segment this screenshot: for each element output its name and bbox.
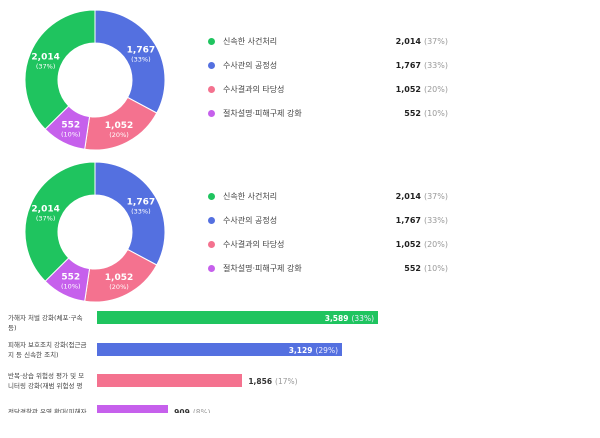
legend-item: 수사관의 공정성 1,767 (33%)	[208, 58, 448, 72]
legend-value: 2,014	[395, 191, 421, 201]
legend-percent: (37%)	[423, 191, 448, 201]
bar[interactable]	[97, 374, 243, 387]
slice-percent-label: (10%)	[61, 131, 81, 139]
slice-percent-label: (20%)	[109, 131, 129, 139]
legend-percent: (20%)	[423, 84, 448, 94]
slice-percent-label: (20%)	[109, 283, 129, 291]
legend-percent: (20%)	[423, 239, 448, 249]
legend-item: 신속한 사건처리 2,014 (37%)	[208, 189, 448, 203]
legend-percent: (33%)	[423, 60, 448, 70]
slice-percent-label: (37%)	[36, 214, 56, 222]
slice-percent-label: (37%)	[36, 62, 56, 70]
legend-label: 수사관의 공정성	[223, 215, 278, 225]
legend-label: 절차설명·피해구제 강화	[223, 263, 302, 273]
legend-label: 수사관의 공정성	[223, 60, 278, 70]
legend-dot-icon	[208, 264, 215, 272]
slice-value-label: 1,052	[105, 273, 133, 283]
legend-percent: (33%)	[423, 215, 448, 225]
legend-item: 수사관의 공정성 1,767 (33%)	[208, 213, 448, 227]
slice-value-label: 552	[61, 121, 80, 131]
slice-percent-label: (10%)	[61, 283, 81, 291]
legend-percent: (10%)	[423, 108, 448, 118]
legend-item: 수사결과의 타당성 1,052 (20%)	[208, 237, 448, 251]
legend-percent: (37%)	[423, 36, 448, 46]
legend-label: 신속한 사건처리	[223, 36, 278, 46]
donut-slice[interactable]	[94, 161, 166, 266]
donut-chart-2: 1,767(33%) 1,052(20%) 552(10%) 2,014(37%)	[24, 161, 166, 303]
legend-label: 수사결과의 타당성	[223, 239, 285, 249]
bar-value-label: 909(8%)	[174, 408, 210, 417]
legend-dot-icon	[208, 61, 215, 69]
legend-dot-icon	[208, 192, 215, 200]
legend-value: 1,052	[395, 84, 421, 94]
slice-percent-label: (33%)	[131, 55, 151, 63]
slice-percent-label: (33%)	[131, 207, 151, 215]
legend-value: 1,767	[395, 215, 421, 225]
donut-slice[interactable]	[94, 9, 166, 114]
legend-value: 552	[404, 108, 421, 118]
donut-slice[interactable]	[24, 9, 96, 130]
bar[interactable]	[97, 343, 342, 356]
donut-slice[interactable]	[24, 161, 96, 282]
legend-item: 수사결과의 타당성 1,052 (20%)	[208, 82, 448, 96]
legend-percent: (10%)	[423, 263, 448, 273]
legend-item: 절차설명·피해구제 강화 552 (10%)	[208, 106, 448, 120]
bar-value-label: 3,589 (33%)	[324, 314, 374, 323]
legend-value: 1,767	[395, 60, 421, 70]
bar-label: 피해자 보호조치 강화(접근금지 등 신속한 조치)	[8, 341, 87, 359]
bar[interactable]	[97, 311, 378, 324]
legend-label: 신속한 사건처리	[223, 191, 278, 201]
bar-row: 반복·상습 위험성 평가 및 모니터링 강화(재범 위험성 평가… 1,856(1…	[8, 372, 508, 398]
legend-value: 2,014	[395, 36, 421, 46]
legend-label: 수사결과의 타당성	[223, 84, 285, 94]
legend-item: 신속한 사건처리 2,014 (37%)	[208, 34, 448, 48]
slice-value-label: 2,014	[31, 52, 59, 62]
bar-label: 반복·상습 위험성 평가 및 모니터링 강화(재범 위험성 평가…	[8, 372, 85, 390]
bar-label: 가해자 처벌 강화(체포·구속 등)	[8, 314, 83, 332]
legend-label: 절차설명·피해구제 강화	[223, 108, 302, 118]
slice-value-label: 1,767	[127, 45, 155, 55]
slice-value-label: 1,767	[127, 197, 155, 207]
bar-row: 가해자 처벌 강화(체포·구속 등) 3,589 (33%)	[8, 311, 508, 335]
legend-dot-icon	[208, 109, 215, 117]
legend-dot-icon	[208, 240, 215, 248]
slice-value-label: 2,014	[31, 204, 59, 214]
legend-value: 1,052	[395, 239, 421, 249]
bar-value-label: 3,129 (29%)	[288, 346, 338, 355]
legend-value: 552	[404, 263, 421, 273]
legend-dot-icon	[208, 37, 215, 45]
legend-item: 절차설명·피해구제 강화 552 (10%)	[208, 261, 448, 275]
legend-dot-icon	[208, 85, 215, 93]
legend-dot-icon	[208, 216, 215, 224]
slice-value-label: 1,052	[105, 121, 133, 131]
slice-value-label: 552	[61, 273, 80, 283]
bar-row: 피해자 보호조치 강화(접근금지 등 신속한 조치) 3,129 (29%)	[8, 341, 508, 367]
bar-value-label: 1,856 (17%)	[248, 377, 298, 386]
donut-chart-1: 1,767(33%) 1,052(20%) 552(10%) 2,014(37%)	[24, 9, 166, 151]
